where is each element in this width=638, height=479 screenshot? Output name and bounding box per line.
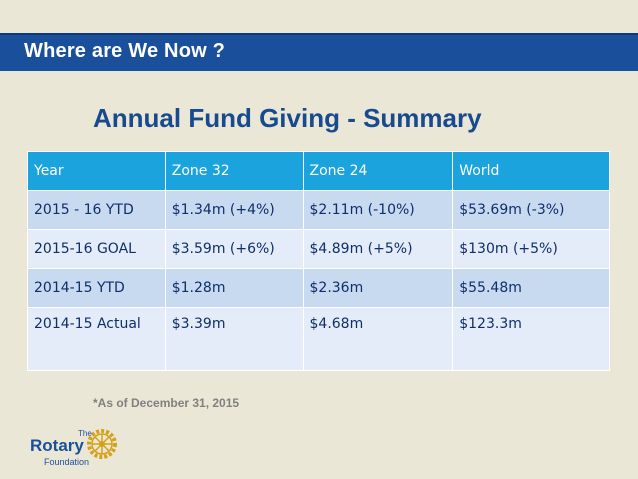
- column-header-zone-24: Zone 24: [302, 151, 454, 191]
- table-heading: Annual Fund Giving - Summary: [93, 103, 482, 133]
- cell-year: 2014-15 Actual: [27, 307, 166, 371]
- table-header-row: Year Zone 32 Zone 24 World: [27, 151, 610, 191]
- slide-title: Where are We Now ?: [24, 40, 226, 62]
- rotary-foundation-logo: The Rotary Foundation: [30, 428, 130, 473]
- cell-year: 2015-16 GOAL: [27, 229, 166, 269]
- cell-zone-32: $1.28m: [164, 268, 304, 308]
- rotary-wheel-icon: [87, 429, 117, 459]
- cell-world: $55.48m: [452, 268, 610, 308]
- cell-world: $123.3m: [452, 307, 610, 371]
- cell-year: 2014-15 YTD: [27, 268, 166, 308]
- table-row: 2015-16 GOAL $3.59m (+6%) $4.89m (+5%) $…: [27, 229, 610, 269]
- cell-zone-24: $4.68m: [302, 307, 454, 371]
- cell-world: $53.69m (-3%): [452, 190, 610, 230]
- logo-the-text: The: [78, 429, 92, 438]
- cell-zone-32: $1.34m (+4%): [164, 190, 304, 230]
- logo-rotary-text: Rotary: [30, 436, 84, 455]
- cell-world: $130m (+5%): [452, 229, 610, 269]
- footnote: *As of December 31, 2015: [93, 396, 240, 410]
- cell-zone-32: $3.39m: [164, 307, 304, 371]
- column-header-zone-32: Zone 32: [164, 151, 304, 191]
- cell-zone-24: $2.11m (-10%): [302, 190, 454, 230]
- header-band: Where are We Now ?: [0, 33, 638, 71]
- summary-table: Year Zone 32 Zone 24 World 2015 - 16 YTD…: [27, 151, 610, 371]
- cell-zone-24: $2.36m: [302, 268, 454, 308]
- cell-zone-32: $3.59m (+6%): [164, 229, 304, 269]
- column-header-world: World: [452, 151, 610, 191]
- cell-zone-24: $4.89m (+5%): [302, 229, 454, 269]
- column-header-year: Year: [27, 151, 166, 191]
- cell-year: 2015 - 16 YTD: [27, 190, 166, 230]
- table-row: 2015 - 16 YTD $1.34m (+4%) $2.11m (-10%)…: [27, 190, 610, 230]
- table-row: 2014-15 Actual $3.39m $4.68m $123.3m: [27, 307, 610, 371]
- logo-foundation-text: Foundation: [44, 457, 90, 467]
- table-row: 2014-15 YTD $1.28m $2.36m $55.48m: [27, 268, 610, 308]
